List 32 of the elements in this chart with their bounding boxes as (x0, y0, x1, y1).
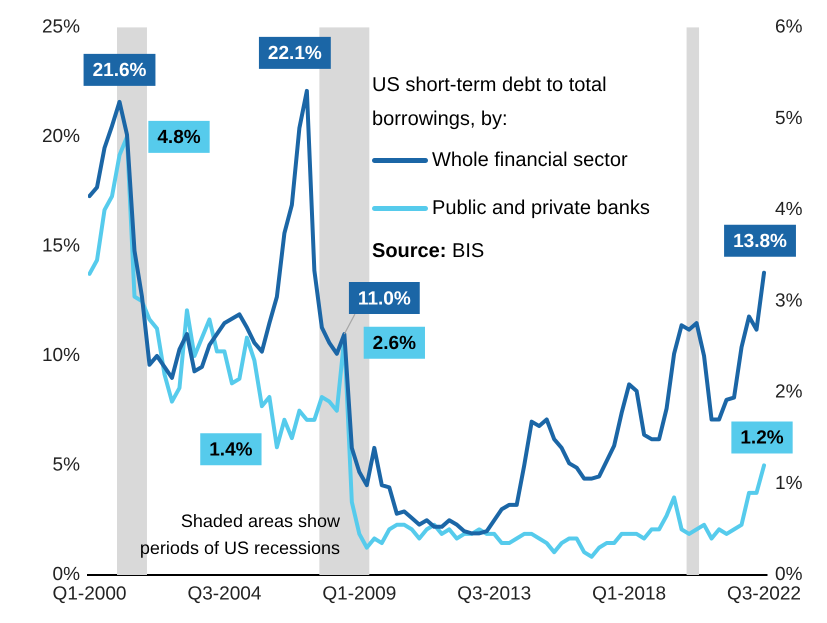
x-tick-label: Q1-2009 (322, 584, 396, 605)
data-label: 13.8% (733, 230, 788, 252)
y-tick-label: 0% (52, 564, 80, 586)
annotation: Source: BIS (372, 240, 484, 262)
x-tick-label: Q3-2022 (727, 584, 801, 605)
y2-tick-label: 3% (775, 290, 803, 312)
data-label: 1.2% (740, 428, 784, 449)
y2-tick-label: 0% (775, 564, 803, 586)
x-tick-label: Q1-2000 (52, 584, 127, 605)
x-tick-label: Q3-2004 (187, 584, 262, 605)
data-label: 4.8% (157, 127, 201, 148)
legend-label: Public and private banks (432, 196, 650, 221)
y2-tick-label: 6% (775, 16, 803, 38)
y-tick-label: 15% (42, 236, 80, 257)
legend-title: US short-term debt to total borrowings, by: (372, 73, 608, 132)
y-tick-label: 10% (42, 345, 80, 366)
data-label: 21.6% (92, 60, 147, 82)
y2-tick-label: 5% (775, 108, 803, 129)
y-tick-label: 20% (42, 126, 80, 148)
data-label: 11.0% (358, 288, 411, 310)
legend-label: Whole financial sector (432, 148, 628, 173)
y-tick-label: 25% (42, 16, 80, 38)
data-label: 2.6% (372, 332, 416, 354)
y2-tick-label: 2% (775, 382, 803, 403)
data-label: 1.4% (209, 439, 253, 460)
data-label: 22.1% (268, 43, 322, 64)
y2-tick-label: 1% (775, 472, 803, 494)
y-tick-label: 5% (52, 454, 80, 476)
x-tick-label: Q1-2018 (592, 584, 666, 605)
x-tick-label: Q3-2013 (457, 584, 532, 605)
y2-tick-label: 4% (775, 199, 803, 220)
annotation: Shaded areas show periods of US recessions (138, 510, 340, 560)
